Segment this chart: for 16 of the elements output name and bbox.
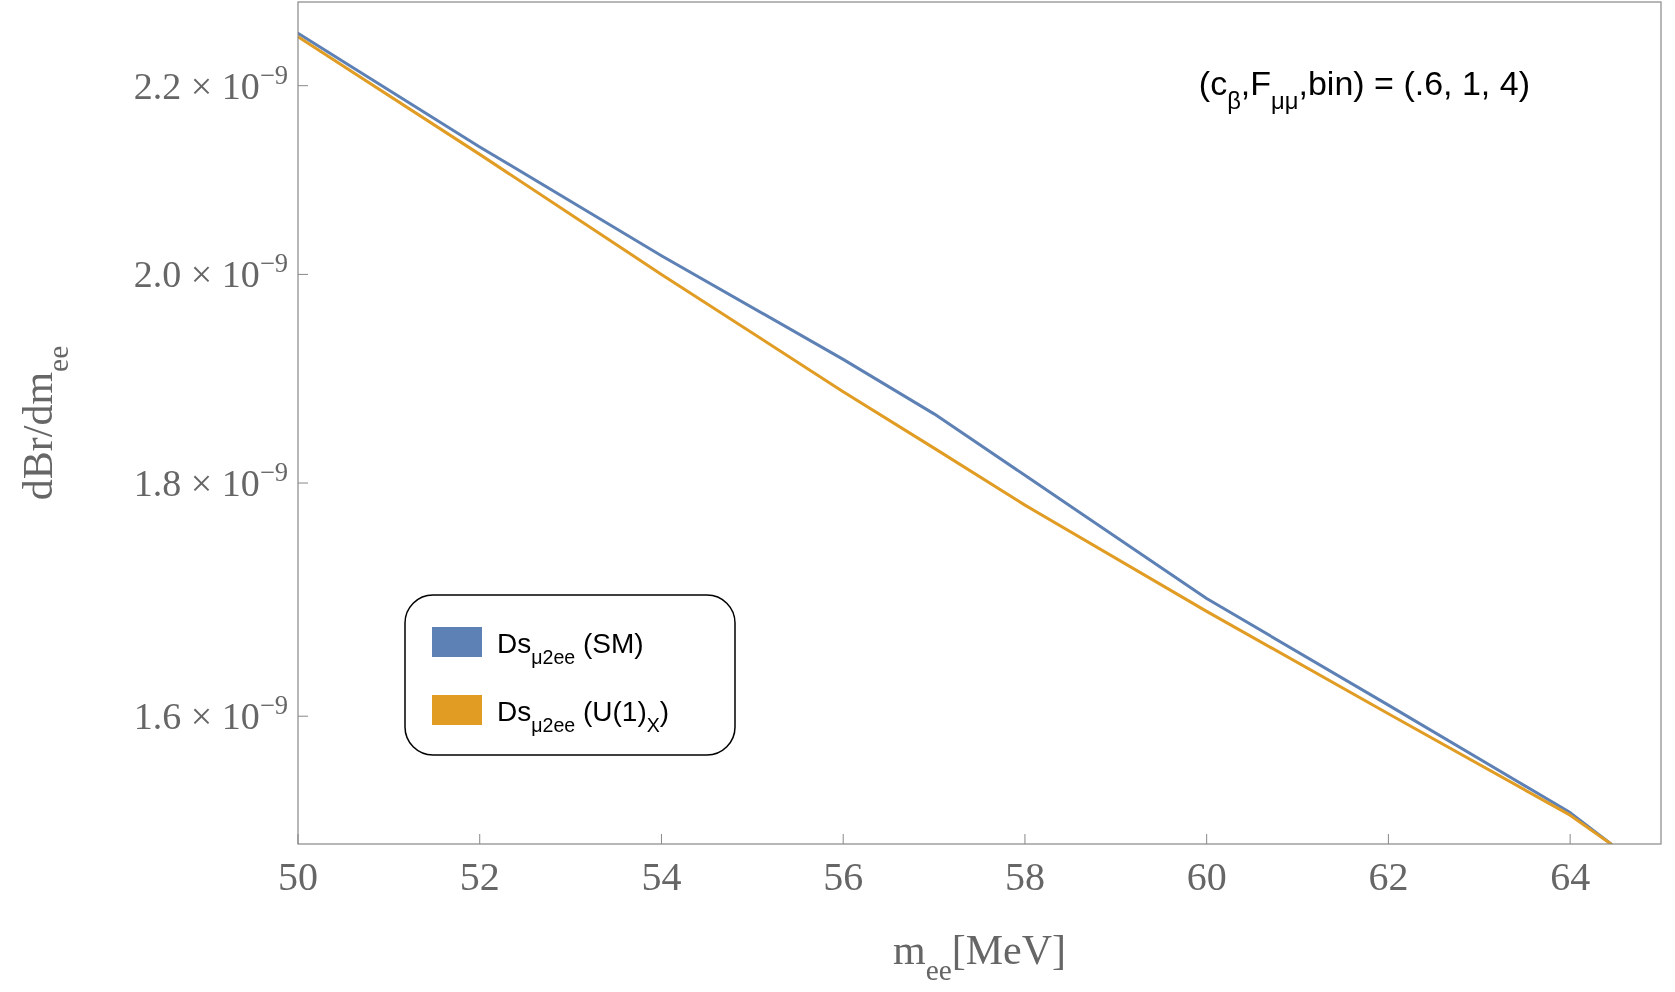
x-tick-label: 60 [1186,854,1227,899]
x-tick-label: 62 [1368,854,1409,899]
x-axis-title: m$_{ee}$[MeV] [892,927,1067,986]
legend-label: Ds$_{μ2ee}$ (SM) [497,628,644,668]
y-tick-label: 2.0 × 10$^{−9}$ [133,248,288,296]
x-tick-label: 50 [278,854,318,899]
x-tick-label: 52 [459,854,500,899]
x-tick-label: 58 [1004,854,1045,899]
annotation: (c$_{β}$,F$_{μμ}$,bin) = (.6, 1, 4) [1198,64,1530,114]
x-tick-label: 64 [1550,854,1591,899]
legend-label: Ds$_{μ2ee}$ (U(1)$_{X}$) [497,696,670,736]
y-tick-label: 2.2 × 10$^{−9}$ [133,59,288,107]
y-tick-label: 1.6 × 10$^{−9}$ [133,690,288,738]
x-tick-label: 54 [641,854,682,899]
y-tick-label: 1.8 × 10$^{−9}$ [133,457,288,505]
x-tick-label: 56 [823,854,864,899]
